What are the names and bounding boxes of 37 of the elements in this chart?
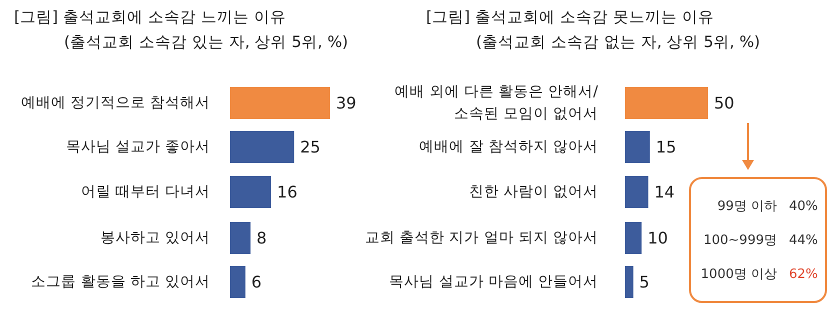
data-label: 10 [648, 228, 668, 248]
chart-subtitle: (출석교회 소속감 없는 자, 상위 5위, %) [476, 33, 760, 51]
y-tick-label: 소그룹 활동을 하고 있어서 [31, 274, 210, 290]
bar [625, 222, 642, 254]
y-tick-label: 봉사하고 있어서 [100, 230, 210, 246]
bar [625, 176, 648, 208]
data-label: 14 [654, 182, 675, 202]
chart-subtitle: (출석교회 소속감 있는 자, 상위 5위, %) [64, 33, 348, 51]
text: 99명 이하 40% [717, 198, 818, 214]
y-tick-label: 친한 사람이 없어서 [468, 184, 598, 200]
annotation: 1000명 이상 62% [700, 266, 818, 282]
chart-title: [그림] 출석교회에 소속감 못느끼는 이유 [426, 8, 714, 26]
annotation: 100~999명 44% [703, 232, 818, 248]
data-label: 6 [251, 272, 262, 292]
data-label: 50 [714, 94, 734, 112]
y-tick-label: 교회 출석한 지가 얼마 되지 않아서 [364, 230, 598, 246]
data-label: 15 [656, 138, 676, 156]
y-tick-label: 예배에 잘 참석하지 않아서 [419, 139, 598, 155]
bar [230, 176, 272, 208]
bar [230, 131, 294, 163]
y-tick-label: 목사님 설교가 마음에 안들어서 [389, 274, 598, 290]
bar [625, 266, 634, 298]
data-label: 25 [300, 138, 320, 156]
bar [230, 87, 330, 119]
data-label: 16 [277, 182, 298, 202]
y-tick-label: 예배 외에 다른 활동은 안해서/ 소속된 모임이 없어서 [394, 84, 598, 122]
bar [230, 222, 251, 254]
data-label: 5 [639, 272, 650, 292]
y-tick-label: 어릴 때부터 다녀서 [80, 184, 210, 200]
y-tick-label: 예배에 정기적으로 참석해서 [20, 95, 210, 111]
bar [625, 87, 708, 119]
bar [625, 131, 650, 163]
y-tick-label: 목사님 설교가 좋아서 [66, 139, 210, 155]
chart-title: [그림] 출석교회에 소속감 느끼는 이유 [14, 8, 286, 26]
bar [230, 266, 246, 298]
data-label: 39 [336, 94, 356, 112]
data-label: 8 [256, 228, 267, 248]
